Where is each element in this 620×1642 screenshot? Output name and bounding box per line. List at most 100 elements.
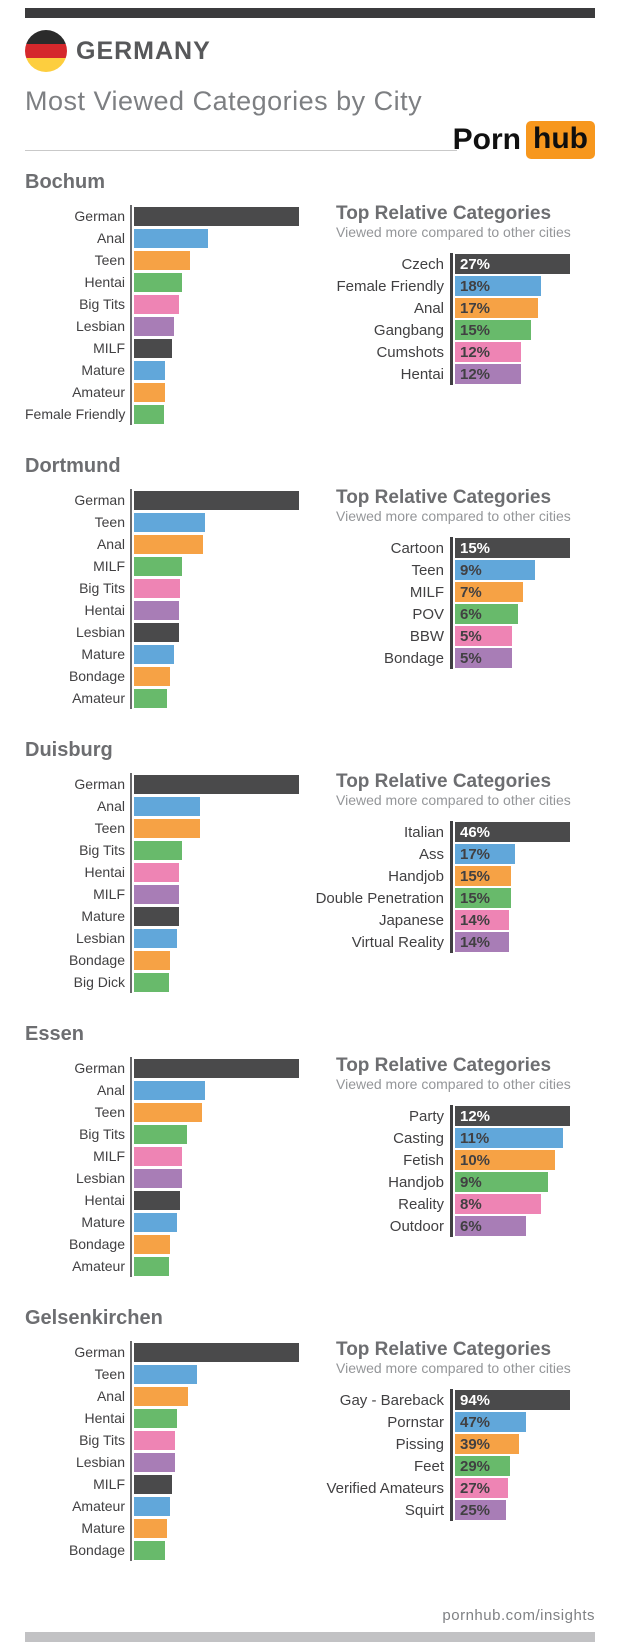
- category-bar: [134, 1080, 205, 1100]
- bar-area: [130, 293, 300, 315]
- chart-row: Lesbian: [25, 621, 300, 643]
- chart-row: Amateur: [25, 1495, 300, 1517]
- relative-chart-title: Top Relative Categories: [336, 1055, 552, 1076]
- category-bar: [134, 862, 179, 882]
- chart-row: Squirt 25%: [310, 1499, 595, 1521]
- relative-rows: Italian 46% Ass 17% Handjob 15% Double Penetra…: [310, 821, 595, 953]
- charts-row: German Anal Teen Big Tits Hentai MILF Mature Le…: [25, 771, 595, 993]
- bar-area: [130, 555, 300, 577]
- percent-bar: 9%: [455, 560, 535, 580]
- relative-chart-subtitle: Viewed more compared to other cities: [336, 224, 571, 240]
- bar-area: [130, 839, 300, 861]
- chart-row: BBW 5%: [310, 625, 595, 647]
- chart-row: Hentai: [25, 1407, 300, 1429]
- bar-area: 9%: [450, 559, 595, 581]
- category-label: MILF: [93, 340, 125, 356]
- bar-area: [130, 773, 300, 795]
- category-bar: [134, 796, 200, 816]
- bar-area: [130, 1211, 300, 1233]
- category-label: Hentai: [400, 365, 444, 383]
- bar-area: 18%: [450, 275, 595, 297]
- top-relative-chart: Top Relative Categories Viewed more compa…: [310, 487, 595, 709]
- category-label: Anal: [413, 299, 444, 317]
- chart-row: Anal: [25, 795, 300, 817]
- bar-area: [130, 1517, 300, 1539]
- relative-rows: Czech 27% Female Friendly 18% Anal 17% Gangban…: [310, 253, 595, 385]
- city-sections: Bochum German Anal Teen Hentai Big Tits Lesbia…: [25, 171, 595, 1591]
- relative-rows: Gay - Bareback 94% Pornstar 47% Pissing 39% Fe…: [310, 1389, 595, 1521]
- bar-area: [130, 1189, 300, 1211]
- category-label: Czech: [401, 255, 444, 273]
- category-label: Virtual Reality: [351, 933, 444, 951]
- bar-area: [130, 1451, 300, 1473]
- bar-area: 15%: [450, 887, 595, 909]
- country-header: GERMANY: [25, 29, 595, 73]
- charts-row: German Anal Teen Big Tits MILF Lesbian Hentai M…: [25, 1055, 595, 1277]
- category-label: Anal: [96, 1388, 125, 1404]
- category-bar: [134, 338, 172, 358]
- bar-area: 29%: [450, 1455, 595, 1477]
- bar-area: [130, 1101, 300, 1123]
- percent-bar: 12%: [455, 342, 521, 362]
- chart-row: Pornstar 47%: [310, 1411, 595, 1433]
- bar-area: 5%: [450, 625, 595, 647]
- bar-area: 14%: [450, 931, 595, 953]
- chart-row: German: [25, 1341, 300, 1363]
- charts-row: German Teen Anal Hentai Big Tits Lesbian MILF A…: [25, 1339, 595, 1561]
- chart-row: Feet 29%: [310, 1455, 595, 1477]
- category-label: Feet: [413, 1457, 444, 1475]
- city-section-duisburg: Duisburg German Anal Teen Big Tits Hentai MILF…: [25, 739, 595, 1023]
- category-bar: [134, 316, 174, 336]
- bar-area: [130, 489, 300, 511]
- category-label: Lesbian: [75, 930, 125, 946]
- footer-link: pornhub.com/insights: [442, 1607, 595, 1624]
- bar-area: 6%: [450, 603, 595, 625]
- category-label: Mature: [81, 646, 125, 662]
- top-relative-chart: Top Relative Categories Viewed more compa…: [310, 1339, 595, 1561]
- category-bar: [134, 1386, 188, 1406]
- category-label: Mature: [81, 1520, 125, 1536]
- category-bar: [134, 906, 179, 926]
- bar-area: [130, 817, 300, 839]
- chart-row: Casting 11%: [310, 1127, 595, 1149]
- bar-area: [130, 533, 300, 555]
- category-bar: [134, 1342, 299, 1362]
- infographic-page: GERMANY Most Viewed Categories by City P…: [0, 8, 620, 1642]
- germany-flag-icon: [25, 30, 67, 72]
- chart-row: German: [25, 1057, 300, 1079]
- bar-area: 11%: [450, 1127, 595, 1149]
- city-title: Gelsenkirchen: [25, 1307, 163, 1329]
- bar-area: [130, 205, 300, 227]
- percent-bar: 15%: [455, 866, 511, 886]
- chart-row: Reality 8%: [310, 1193, 595, 1215]
- category-label: Ass: [418, 845, 444, 863]
- chart-row: Teen: [25, 1363, 300, 1385]
- category-bar: [134, 1234, 170, 1254]
- chart-row: Amateur: [25, 687, 300, 709]
- bar-area: 15%: [450, 537, 595, 559]
- bar-area: 25%: [450, 1499, 595, 1521]
- bar-area: [130, 315, 300, 337]
- category-bar: [134, 600, 179, 620]
- city-title: Dortmund: [25, 455, 121, 477]
- chart-row: Bondage: [25, 665, 300, 687]
- category-bar: [134, 272, 182, 292]
- percent-bar: 46%: [455, 822, 570, 842]
- category-label: Pissing: [395, 1435, 444, 1453]
- chart-row: Mature: [25, 1517, 300, 1539]
- category-bar: [134, 250, 190, 270]
- category-bar: [134, 1190, 180, 1210]
- category-bar: [134, 884, 179, 904]
- category-label: Anal: [96, 798, 125, 814]
- percent-bar: 11%: [455, 1128, 563, 1148]
- bar-area: [130, 227, 300, 249]
- chart-row: Lesbian: [25, 315, 300, 337]
- bar-area: [130, 1341, 300, 1363]
- bar-area: 47%: [450, 1411, 595, 1433]
- category-bar: [134, 928, 177, 948]
- bar-area: [130, 1123, 300, 1145]
- category-label: Anal: [96, 1082, 125, 1098]
- category-label: Lesbian: [75, 318, 125, 334]
- chart-row: MILF: [25, 555, 300, 577]
- relative-rows: Party 12% Casting 11% Fetish 10% Handjob 9% Real…: [310, 1105, 595, 1237]
